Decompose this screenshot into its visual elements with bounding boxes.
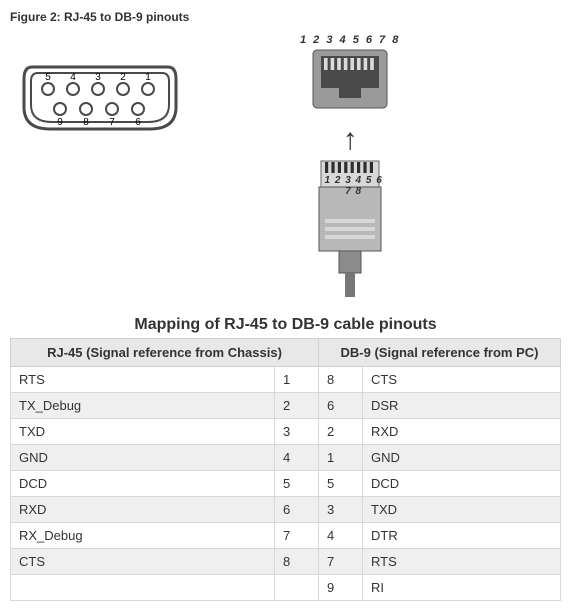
table-row: GND41GND [11, 445, 561, 471]
svg-text:8: 8 [83, 117, 89, 128]
table-row: TX_Debug26DSR [11, 393, 561, 419]
table-cell: TX_Debug [11, 393, 275, 419]
table-cell: 2 [319, 419, 363, 445]
table-cell: RTS [363, 549, 561, 575]
svg-text:4: 4 [70, 72, 76, 83]
diagram-row: 5 4 3 2 1 9 8 7 6 1 2 3 4 5 6 7 8 ↑ 1 2 3 4 5 6 … [10, 34, 561, 302]
svg-text:9: 9 [57, 117, 63, 128]
table-cell: 7 [275, 523, 319, 549]
svg-text:3: 3 [95, 72, 101, 83]
table-row: 9RI [11, 575, 561, 601]
db9-connector: 5 4 3 2 1 9 8 7 6 [20, 59, 180, 142]
svg-text:2: 2 [120, 72, 126, 83]
table-cell: 3 [319, 497, 363, 523]
table-cell: GND [11, 445, 275, 471]
rj45-jack-pin-labels: 1 2 3 4 5 6 7 8 [300, 34, 400, 46]
table-cell [275, 575, 319, 601]
table-row: TXD32RXD [11, 419, 561, 445]
table-row: RX_Debug74DTR [11, 523, 561, 549]
table-row: RTS18CTS [11, 367, 561, 393]
svg-text:5: 5 [45, 72, 51, 83]
db9-svg: 5 4 3 2 1 9 8 7 6 [20, 59, 180, 139]
svg-text:1: 1 [145, 72, 151, 83]
rj45-plug-pin-labels: 1 2 3 4 5 6 7 8 [324, 175, 383, 197]
table-cell: 9 [319, 575, 363, 601]
table-cell: 8 [319, 367, 363, 393]
table-cell: 5 [319, 471, 363, 497]
table-cell: RX_Debug [11, 523, 275, 549]
table-cell: RXD [363, 419, 561, 445]
table-cell: 4 [275, 445, 319, 471]
table-cell: 5 [275, 471, 319, 497]
table-cell: CTS [363, 367, 561, 393]
table-cell: RI [363, 575, 561, 601]
table-cell: DTR [363, 523, 561, 549]
svg-text:6: 6 [135, 117, 141, 128]
table-row: RXD63TXD [11, 497, 561, 523]
rj45-assembly: 1 2 3 4 5 6 7 8 ↑ 1 2 3 4 5 6 7 8 [300, 34, 400, 302]
table-cell: 3 [275, 419, 319, 445]
rj45-jack-svg [311, 48, 389, 118]
table-cell: 2 [275, 393, 319, 419]
arrow-icon: ↑ [300, 125, 400, 155]
pinout-table: RJ-45 (Signal reference from Chassis) DB… [10, 338, 561, 601]
table-cell: DCD [363, 471, 561, 497]
table-cell: DCD [11, 471, 275, 497]
figure-label: Figure 2: RJ-45 to DB-9 pinouts [10, 10, 561, 24]
table-header-left: RJ-45 (Signal reference from Chassis) [11, 339, 319, 367]
table-cell: DSR [363, 393, 561, 419]
table-cell: 7 [319, 549, 363, 575]
table-cell: RTS [11, 367, 275, 393]
table-cell: TXD [11, 419, 275, 445]
table-cell: TXD [363, 497, 561, 523]
table-cell: 1 [319, 445, 363, 471]
table-cell: 4 [319, 523, 363, 549]
table-cell [11, 575, 275, 601]
table-cell: 1 [275, 367, 319, 393]
table-row: CTS87RTS [11, 549, 561, 575]
table-cell: CTS [11, 549, 275, 575]
table-title: Mapping of RJ-45 to DB-9 cable pinouts [10, 316, 561, 334]
table-cell: 8 [275, 549, 319, 575]
table-cell: 6 [319, 393, 363, 419]
table-row: DCD55DCD [11, 471, 561, 497]
table-cell: 6 [275, 497, 319, 523]
table-header-right: DB-9 (Signal reference from PC) [319, 339, 561, 367]
svg-text:7: 7 [109, 117, 115, 128]
table-cell: RXD [11, 497, 275, 523]
table-cell: GND [363, 445, 561, 471]
